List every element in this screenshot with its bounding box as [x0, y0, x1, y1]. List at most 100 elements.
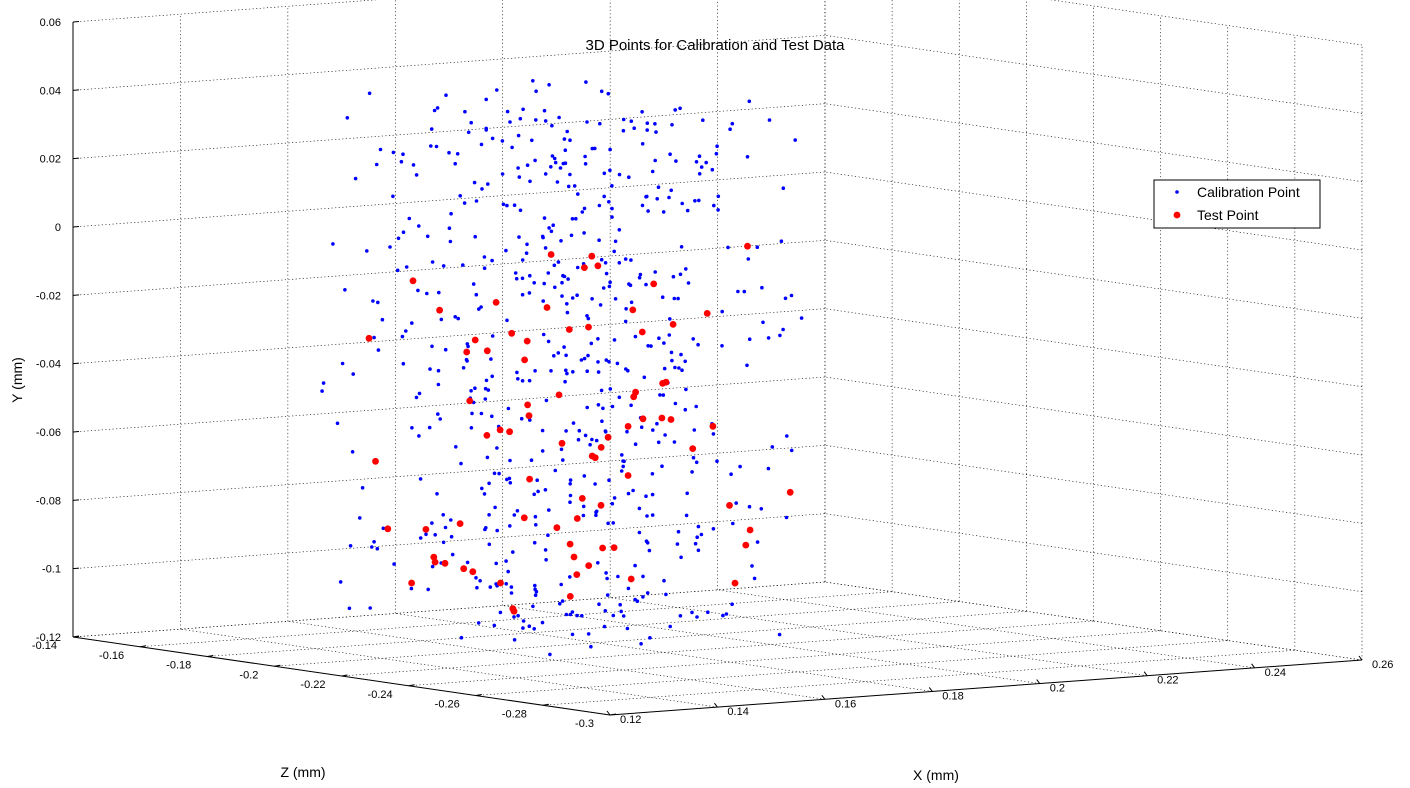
- test-point: [483, 432, 491, 439]
- calibration-point: [562, 274, 567, 279]
- z-tick-label: -0.22: [300, 679, 325, 691]
- calibration-point: [626, 586, 631, 591]
- calibration-point: [603, 429, 608, 433]
- calibration-point: [650, 492, 655, 497]
- calibration-point: [693, 199, 697, 203]
- calibration-point: [597, 602, 601, 606]
- calibration-point: [690, 470, 694, 474]
- calibration-point: [571, 370, 575, 374]
- test-point: [566, 540, 574, 548]
- calibration-point: [556, 260, 561, 264]
- calibration-point: [620, 453, 624, 457]
- calibration-point: [401, 230, 406, 234]
- calibration-point: [521, 626, 525, 630]
- calibration-point: [513, 271, 518, 275]
- calibration-point: [543, 172, 548, 176]
- calibration-point: [619, 609, 623, 614]
- test-point: [731, 579, 739, 587]
- calibration-point: [676, 529, 681, 534]
- calibration-point: [691, 455, 696, 460]
- calibration-point: [512, 513, 517, 517]
- calibration-point: [684, 513, 689, 518]
- calibration-point: [465, 359, 469, 363]
- calibration-point: [596, 337, 600, 341]
- y-axis-label: Y (mm): [9, 357, 25, 403]
- calibration-point: [321, 381, 326, 385]
- calibration-point: [599, 89, 604, 94]
- calibration-point: [747, 337, 752, 342]
- calibration-point: [641, 595, 645, 599]
- calibration-point: [443, 525, 448, 530]
- calibration-point: [599, 388, 604, 393]
- x-tick-mark: [928, 687, 933, 692]
- calibration-point: [518, 116, 523, 121]
- calibration-point: [552, 263, 557, 268]
- calibration-point: [575, 613, 579, 618]
- legend-marker-test: [1173, 211, 1181, 219]
- calibration-point: [596, 370, 601, 374]
- calibration-point: [653, 270, 657, 274]
- calibration-point: [750, 564, 754, 568]
- calibration-point: [501, 202, 506, 207]
- calibration-point: [601, 406, 605, 411]
- floor-grid-line: [207, 601, 960, 657]
- calibration-point: [642, 375, 647, 380]
- calibration-point: [455, 152, 460, 156]
- calibration-point: [367, 91, 372, 96]
- test-point: [521, 356, 528, 364]
- calibration-point: [353, 176, 358, 181]
- calibration-point: [568, 500, 572, 505]
- calibration-point: [416, 288, 420, 293]
- calibration-point: [712, 203, 716, 208]
- calibration-point: [541, 332, 546, 337]
- calibration-point: [490, 258, 494, 263]
- calibration-point: [391, 150, 396, 155]
- z-tick-mark: [274, 664, 281, 667]
- test-point: [436, 306, 443, 314]
- calibration-point: [583, 162, 588, 166]
- legend-label-calibration: Calibration Point: [1197, 184, 1300, 200]
- x-tick-mark: [1036, 679, 1041, 684]
- calibration-point: [678, 272, 683, 277]
- test-point: [585, 323, 592, 331]
- calibration-point: [494, 561, 499, 566]
- calibration-point: [657, 336, 661, 341]
- calibration-point: [550, 123, 554, 128]
- calibration-point: [447, 150, 451, 155]
- calibration-point: [599, 257, 604, 262]
- x-tick-label: 0.24: [1265, 667, 1286, 679]
- test-point: [492, 299, 500, 306]
- test-points: [365, 242, 794, 615]
- x-tick-label: 0.16: [835, 698, 856, 710]
- calibration-point: [767, 118, 772, 122]
- calibration-point: [571, 421, 576, 425]
- legend-label-test: Test Point: [1197, 207, 1259, 223]
- x-tick-mark: [1251, 663, 1255, 669]
- calibration-point: [694, 160, 699, 164]
- calibration-point: [524, 251, 529, 255]
- calibration-point: [581, 513, 586, 518]
- calibration-point: [540, 449, 545, 453]
- calibration-point: [583, 154, 587, 159]
- calibration-point: [664, 592, 668, 597]
- calibration-point: [586, 353, 590, 358]
- back-wall-grid-line: [72, 240, 826, 296]
- calibration-point: [542, 281, 546, 286]
- calibration-point: [585, 405, 589, 410]
- calibration-point: [670, 358, 674, 363]
- calibration-point: [566, 184, 571, 189]
- data-points: [320, 79, 804, 657]
- calibration-point: [621, 464, 625, 469]
- calibration-point: [638, 272, 643, 277]
- calibration-point: [564, 353, 568, 358]
- calibration-point: [381, 526, 386, 531]
- calibration-point: [553, 285, 557, 290]
- calibration-point: [411, 163, 416, 167]
- calibration-point: [542, 216, 547, 220]
- calibration-point: [432, 108, 437, 113]
- z-tick-mark: [207, 655, 214, 657]
- calibration-point: [532, 492, 536, 497]
- calibration-point: [684, 267, 688, 271]
- calibration-point: [550, 154, 555, 158]
- calibration-point: [629, 403, 633, 408]
